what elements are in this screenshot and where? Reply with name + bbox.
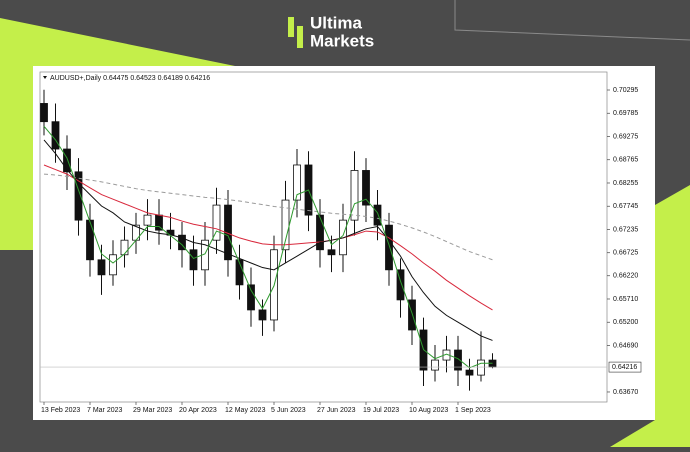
menu-arrow: [43, 76, 47, 79]
candle-body: [212, 204, 221, 241]
candle-body: [454, 349, 462, 371]
x-tick-label: 29 Mar 2023: [133, 407, 172, 414]
candle-body: [74, 171, 83, 221]
ma-line: [43, 125, 493, 369]
y-tick-label: 0.67235: [613, 226, 638, 233]
candle-body: [143, 214, 152, 226]
candle-body: [293, 164, 301, 201]
logo-text: Ultima: [310, 13, 363, 32]
candle-body: [40, 103, 48, 123]
ma-line: [43, 139, 493, 341]
y-tick-label: 0.69275: [613, 133, 638, 140]
candle-body: [431, 359, 439, 371]
x-tick-label: 7 Mar 2023: [87, 407, 123, 414]
plot-frame: [39, 71, 608, 403]
y-tick-label: 0.65710: [613, 296, 638, 303]
y-tick-label: 0.67745: [613, 203, 638, 210]
candle-body: [247, 284, 255, 311]
logo-icon: [288, 17, 294, 37]
candle-body: [465, 369, 474, 376]
y-tick-label: 0.70295: [613, 87, 638, 94]
candle-body: [258, 309, 267, 321]
candle-body: [362, 170, 370, 206]
candle-body: [189, 249, 198, 271]
candle-body: [373, 204, 382, 226]
y-tick-label: 0.64690: [613, 342, 638, 349]
candle-body: [396, 269, 405, 301]
x-tick-label: 13 Feb 2023: [41, 407, 80, 414]
candle-body: [51, 121, 60, 150]
candle-body: [350, 170, 359, 221]
y-tick-label: 0.68255: [613, 180, 638, 187]
candle-body: [120, 239, 129, 256]
x-tick-label: 20 Apr 2023: [179, 407, 217, 414]
ma-line: [43, 164, 493, 311]
x-tick-label: 10 Aug 2023: [409, 407, 448, 414]
candle-body: [109, 254, 117, 276]
y-tick-label: 0.63670: [613, 389, 638, 396]
y-tick-label: 0.65200: [613, 319, 638, 326]
ma-line: [43, 173, 493, 261]
x-tick-label: 12 May 2023: [225, 407, 266, 414]
y-tick-label: 0.68765: [613, 157, 638, 164]
chart-header: AUDUSD+,Daily 0.64475 0.64523 0.64189 0.…: [50, 75, 210, 82]
accent-shape: [0, 18, 235, 250]
y-tick-label: 0.69785: [613, 110, 638, 117]
candle-body: [408, 299, 416, 331]
logo-icon: [297, 26, 303, 48]
candle-body: [385, 224, 393, 271]
candle-body: [86, 219, 94, 261]
y-tick-label: 0.66725: [613, 250, 638, 257]
current-price-label: 0.64216: [612, 364, 637, 371]
candle-body: [97, 259, 106, 276]
candle-body: [477, 359, 485, 376]
accent-shape: [610, 185, 690, 447]
candle-body: [327, 249, 336, 256]
y-tick-label: 0.66220: [613, 273, 638, 280]
decor-line: [454, 0, 690, 41]
current-price-box: [608, 361, 642, 373]
logo-text: Markets: [310, 31, 374, 50]
candle-body: [63, 148, 71, 173]
x-tick-label: 1 Sep 2023: [455, 407, 491, 414]
x-tick-label: 19 Jul 2023: [363, 407, 399, 414]
x-tick-label: 27 Jun 2023: [317, 407, 356, 414]
x-tick-label: 5 Jun 2023: [271, 407, 306, 414]
candle-body: [316, 214, 324, 251]
